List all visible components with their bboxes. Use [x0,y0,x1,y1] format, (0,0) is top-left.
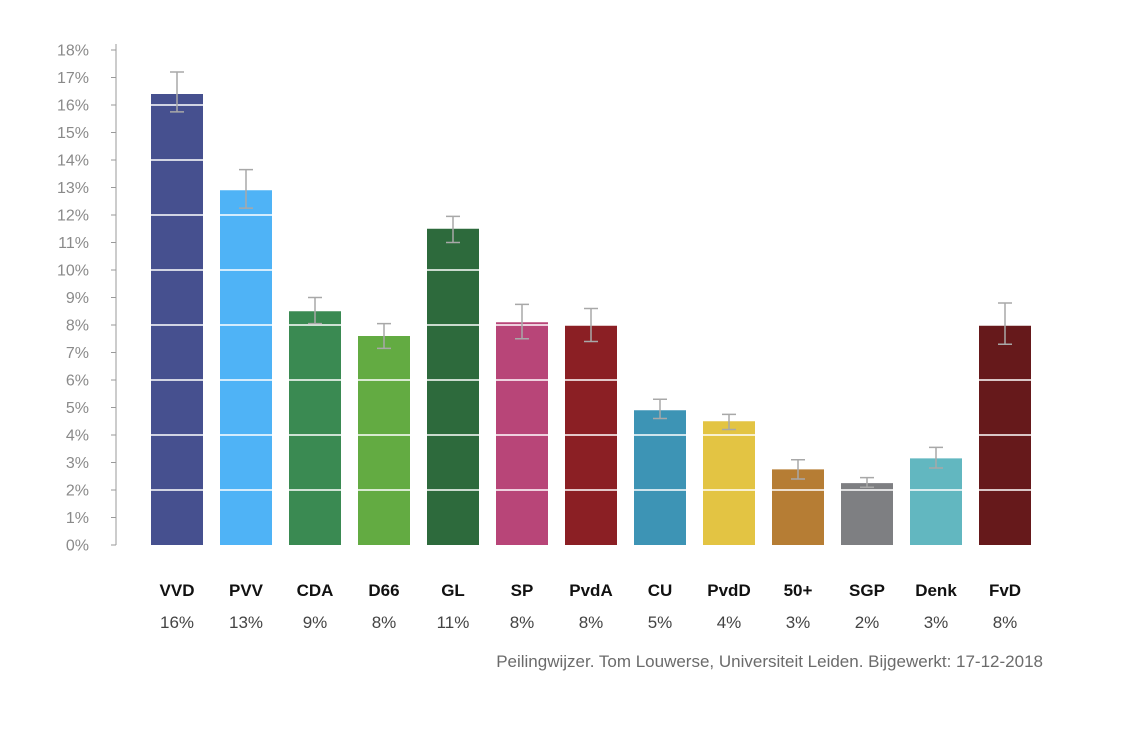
y-tick-label: 2% [66,483,89,500]
bar-sp [496,322,548,545]
x-tick-label: VVD [160,581,195,600]
y-tick-label: 14% [57,153,89,170]
bar-d66 [358,336,410,545]
bar-vvd [151,94,203,545]
x-tick-label: PvdA [569,581,612,600]
data-label: 4% [717,613,742,632]
data-label: 9% [303,613,328,632]
data-label: 3% [786,613,811,632]
y-tick-label: 7% [66,345,89,362]
bar-50plus [772,469,824,545]
y-tick-label: 12% [57,208,89,225]
x-tick-label: D66 [368,581,399,600]
bar-denk [910,458,962,545]
y-tick-label: 11% [58,235,89,252]
x-tick-label: SGP [849,581,885,600]
data-label: 5% [648,613,673,632]
data-label: 8% [372,613,397,632]
bar-cu [634,410,686,545]
data-label: 3% [924,613,949,632]
y-tick-label: 0% [66,538,89,555]
data-label: 8% [579,613,604,632]
data-label: 8% [993,613,1018,632]
bar-cda [289,311,341,545]
y-tick-label: 10% [57,263,89,280]
x-tick-label: PvdD [707,581,750,600]
data-label: 8% [510,613,535,632]
x-tick-label: SP [511,581,534,600]
data-label: 2% [855,613,880,632]
y-tick-label: 1% [66,510,89,527]
y-tick-label: 6% [66,373,89,390]
y-tick-label: 9% [66,290,89,307]
x-tick-label: CDA [297,581,334,600]
bar-pvv [220,190,272,545]
x-tick-label: GL [441,581,465,600]
bar-sgp [841,483,893,545]
y-tick-label: 16% [57,98,89,115]
y-tick-label: 5% [66,400,89,417]
bar-pvdd [703,421,755,545]
y-tick-label: 17% [57,70,89,87]
y-tick-label: 15% [57,125,89,142]
data-label: 13% [229,613,263,632]
data-label: 11% [437,613,470,632]
y-tick-label: 4% [66,428,89,445]
bar-gl [427,228,479,545]
y-tick-label: 8% [66,318,89,335]
x-tick-label: Denk [915,581,957,600]
y-tick-label: 13% [57,180,89,197]
x-tick-label: 50+ [784,581,813,600]
y-tick-label: 18% [57,43,89,60]
y-tick-label: 3% [66,455,89,472]
x-tick-label: PVV [229,581,264,600]
x-tick-label: FvD [989,581,1021,600]
source-caption: Peilingwijzer. Tom Louwerse, Universitei… [496,652,1043,671]
x-tick-label: CU [648,581,673,600]
data-label: 16% [160,613,194,632]
